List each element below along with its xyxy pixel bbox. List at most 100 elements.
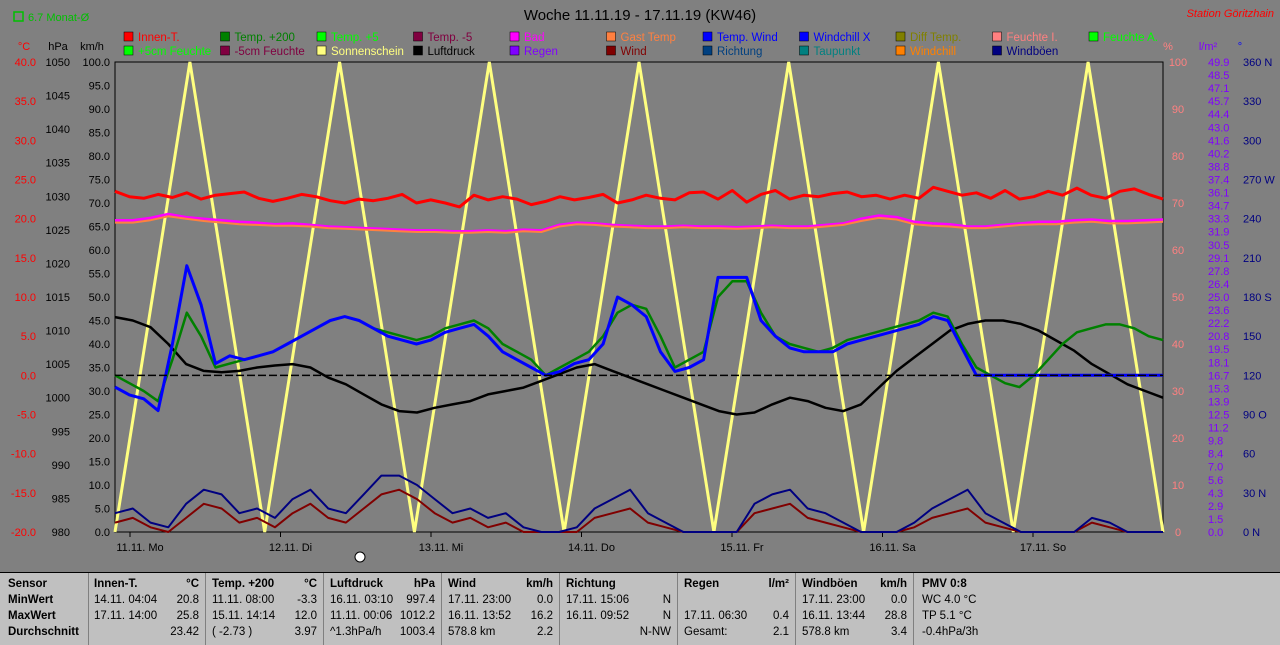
regen-avg-left: Gesamt: [684, 626, 728, 638]
sensor-column: Sensor MinWert MaxWert Durchschnitt [0, 573, 89, 645]
windboen-avg-right: 3.4 [891, 626, 907, 638]
series-lines [114, 185, 1164, 533]
x-tick-label: 13.11. Mi [419, 542, 463, 554]
legend-label: Temp. +200 [235, 32, 295, 44]
luftdruck-column: Luftdruck hPa 16.11. 03:10 997.4 11.11. 00:0… [324, 573, 442, 645]
wind-header-right: km/h [526, 578, 553, 590]
windboen-max-right: 28.8 [884, 610, 907, 622]
legend-label: Windböen [1007, 46, 1059, 58]
wind-axis-label: 75.0 [89, 175, 110, 187]
rain-axis-label: 41.6 [1208, 135, 1229, 147]
legend-swatch [123, 31, 134, 42]
rain-axis-label: 2.9 [1208, 501, 1223, 513]
direction-axis-label: 270 W [1243, 175, 1275, 187]
rain-axis-label: 27.8 [1208, 266, 1229, 278]
rain-axis-label: 29.1 [1208, 253, 1229, 265]
legend-label: Windchill [910, 46, 956, 58]
x-tick-label: 14.11. Do [568, 542, 615, 554]
wind-axis-label: 85.0 [89, 128, 110, 140]
direction-axis-label: 240 [1243, 214, 1261, 226]
wind-axis-label: 35.0 [89, 363, 110, 375]
legend-swatch [799, 31, 809, 42]
rain-axis-label: 31.9 [1208, 227, 1229, 239]
legend-swatch [509, 45, 520, 56]
humidity-axis-label: 10 [1172, 480, 1184, 492]
pressure-unit: hPa [48, 41, 68, 53]
richtung-max-right: N [662, 610, 671, 622]
avg-row-label: Durchschnitt [8, 626, 79, 638]
wind-axis-label: 80.0 [89, 151, 110, 163]
monthly-avg-icon [13, 11, 24, 22]
pmv-column: PMV 0:8 WC 4.0 °C TP 5.1 °C -0.4hPa/3h [914, 573, 1034, 645]
series-bad [115, 212, 1164, 233]
rain-axis-label: 47.1 [1208, 83, 1229, 95]
legend-swatch [992, 31, 1002, 42]
wind-min-right: 0.0 [537, 594, 553, 606]
humidity-axis-label: 60 [1172, 245, 1184, 257]
plot-frame [114, 61, 1164, 533]
windboen-avg-left: 578.8 km [802, 626, 850, 638]
rain-axis-label: 43.0 [1208, 122, 1229, 134]
legend: Innen-T. Temp. +200 Temp. +5 Temp. -5 Bad Gas… [123, 31, 1158, 58]
pressure-axis-label: 1005 [46, 359, 70, 371]
x-tick-label: 11.11. Mo [116, 542, 163, 554]
pressure-axis-label: 995 [52, 426, 70, 438]
legend-swatch [413, 45, 423, 56]
wind-axis-label: 55.0 [89, 269, 110, 281]
luftdruck-avg-right: 1003.4 [399, 626, 435, 638]
max-row-label: MaxWert [8, 610, 56, 622]
min-row-label: MinWert [8, 594, 54, 606]
legend-label: Bad [524, 32, 544, 44]
pressure-axis-label: 1045 [46, 91, 70, 103]
legend-label: -5cm Feuchte [235, 46, 305, 58]
luftdruck-max-left: 11.11. 00:06 [330, 610, 393, 622]
legend-swatch [606, 31, 616, 42]
pressure-axis-label: 1050 [46, 57, 70, 69]
richtung-avg-right: N-NW [639, 626, 671, 638]
x-tick-label: 12.11. Di [269, 542, 312, 554]
rain-axis-label: 11.2 [1208, 423, 1229, 435]
legend-label: Gast Temp [621, 32, 676, 44]
direction-axis-label: 300 [1243, 135, 1261, 147]
rain-axis-label: 18.1 [1208, 357, 1229, 369]
pressure-axis-label: 985 [52, 493, 70, 505]
rain-axis-label: 15.3 [1208, 383, 1229, 395]
time-slider-handle[interactable] [354, 551, 366, 563]
rain-unit: l/m² [1199, 41, 1218, 53]
humidity-axis-label: 100 [1169, 57, 1187, 69]
rain-axis-label: 33.3 [1208, 214, 1229, 226]
temp-axis-label: 15.0 [15, 253, 36, 265]
luftdruck-avg-left: ^1.3hPa/h [330, 626, 382, 638]
pmv-pressure-trend: -0.4hPa/3h [922, 626, 979, 638]
pressure-axis-label: 1040 [46, 124, 70, 136]
wind-axis-label: 45.0 [89, 316, 110, 328]
direction-axis-label: 360 N [1243, 57, 1272, 69]
pressure-axis-label: 1015 [46, 292, 70, 304]
wind-axis-label: 5.0 [95, 504, 110, 516]
luftdruck-min-right: 997.4 [406, 594, 435, 606]
x-tick-label: 16.11. Sa [869, 542, 916, 554]
rain-axis-label: 5.6 [1208, 475, 1223, 487]
rain-axis-label: 4.3 [1208, 488, 1223, 500]
legend-label: Wind [621, 46, 647, 58]
humidity-axis-label: 0 [1175, 527, 1181, 539]
temp-axis-label: 40.0 [15, 57, 36, 69]
pressure-axis-label: 1030 [46, 191, 70, 203]
richtung-min-left: 17.11. 15:06 [566, 594, 630, 606]
rain-axis-label: 37.4 [1208, 175, 1229, 187]
temp200-header-right: °C [304, 578, 317, 590]
humidity-axis-label: 50 [1172, 292, 1184, 304]
legend-swatch [799, 45, 809, 56]
rain-axis-label: 40.2 [1208, 148, 1229, 160]
pmv-windchill: WC 4.0 °C [922, 594, 977, 606]
temp-axis-label: 35.0 [15, 96, 36, 108]
windboen-header-left: Windböen [802, 578, 858, 590]
pressure-axis-label: 990 [52, 460, 70, 472]
direction-axis-label: 60 [1243, 449, 1255, 461]
rain-axis-label: 34.7 [1208, 201, 1229, 213]
luftdruck-header-left: Luftdruck [330, 578, 384, 590]
humidity-axis-label: 20 [1172, 433, 1184, 445]
wind-axis-label: 15.0 [89, 457, 110, 469]
legend-swatch [895, 31, 906, 42]
rain-axis-label: 13.9 [1208, 396, 1229, 408]
